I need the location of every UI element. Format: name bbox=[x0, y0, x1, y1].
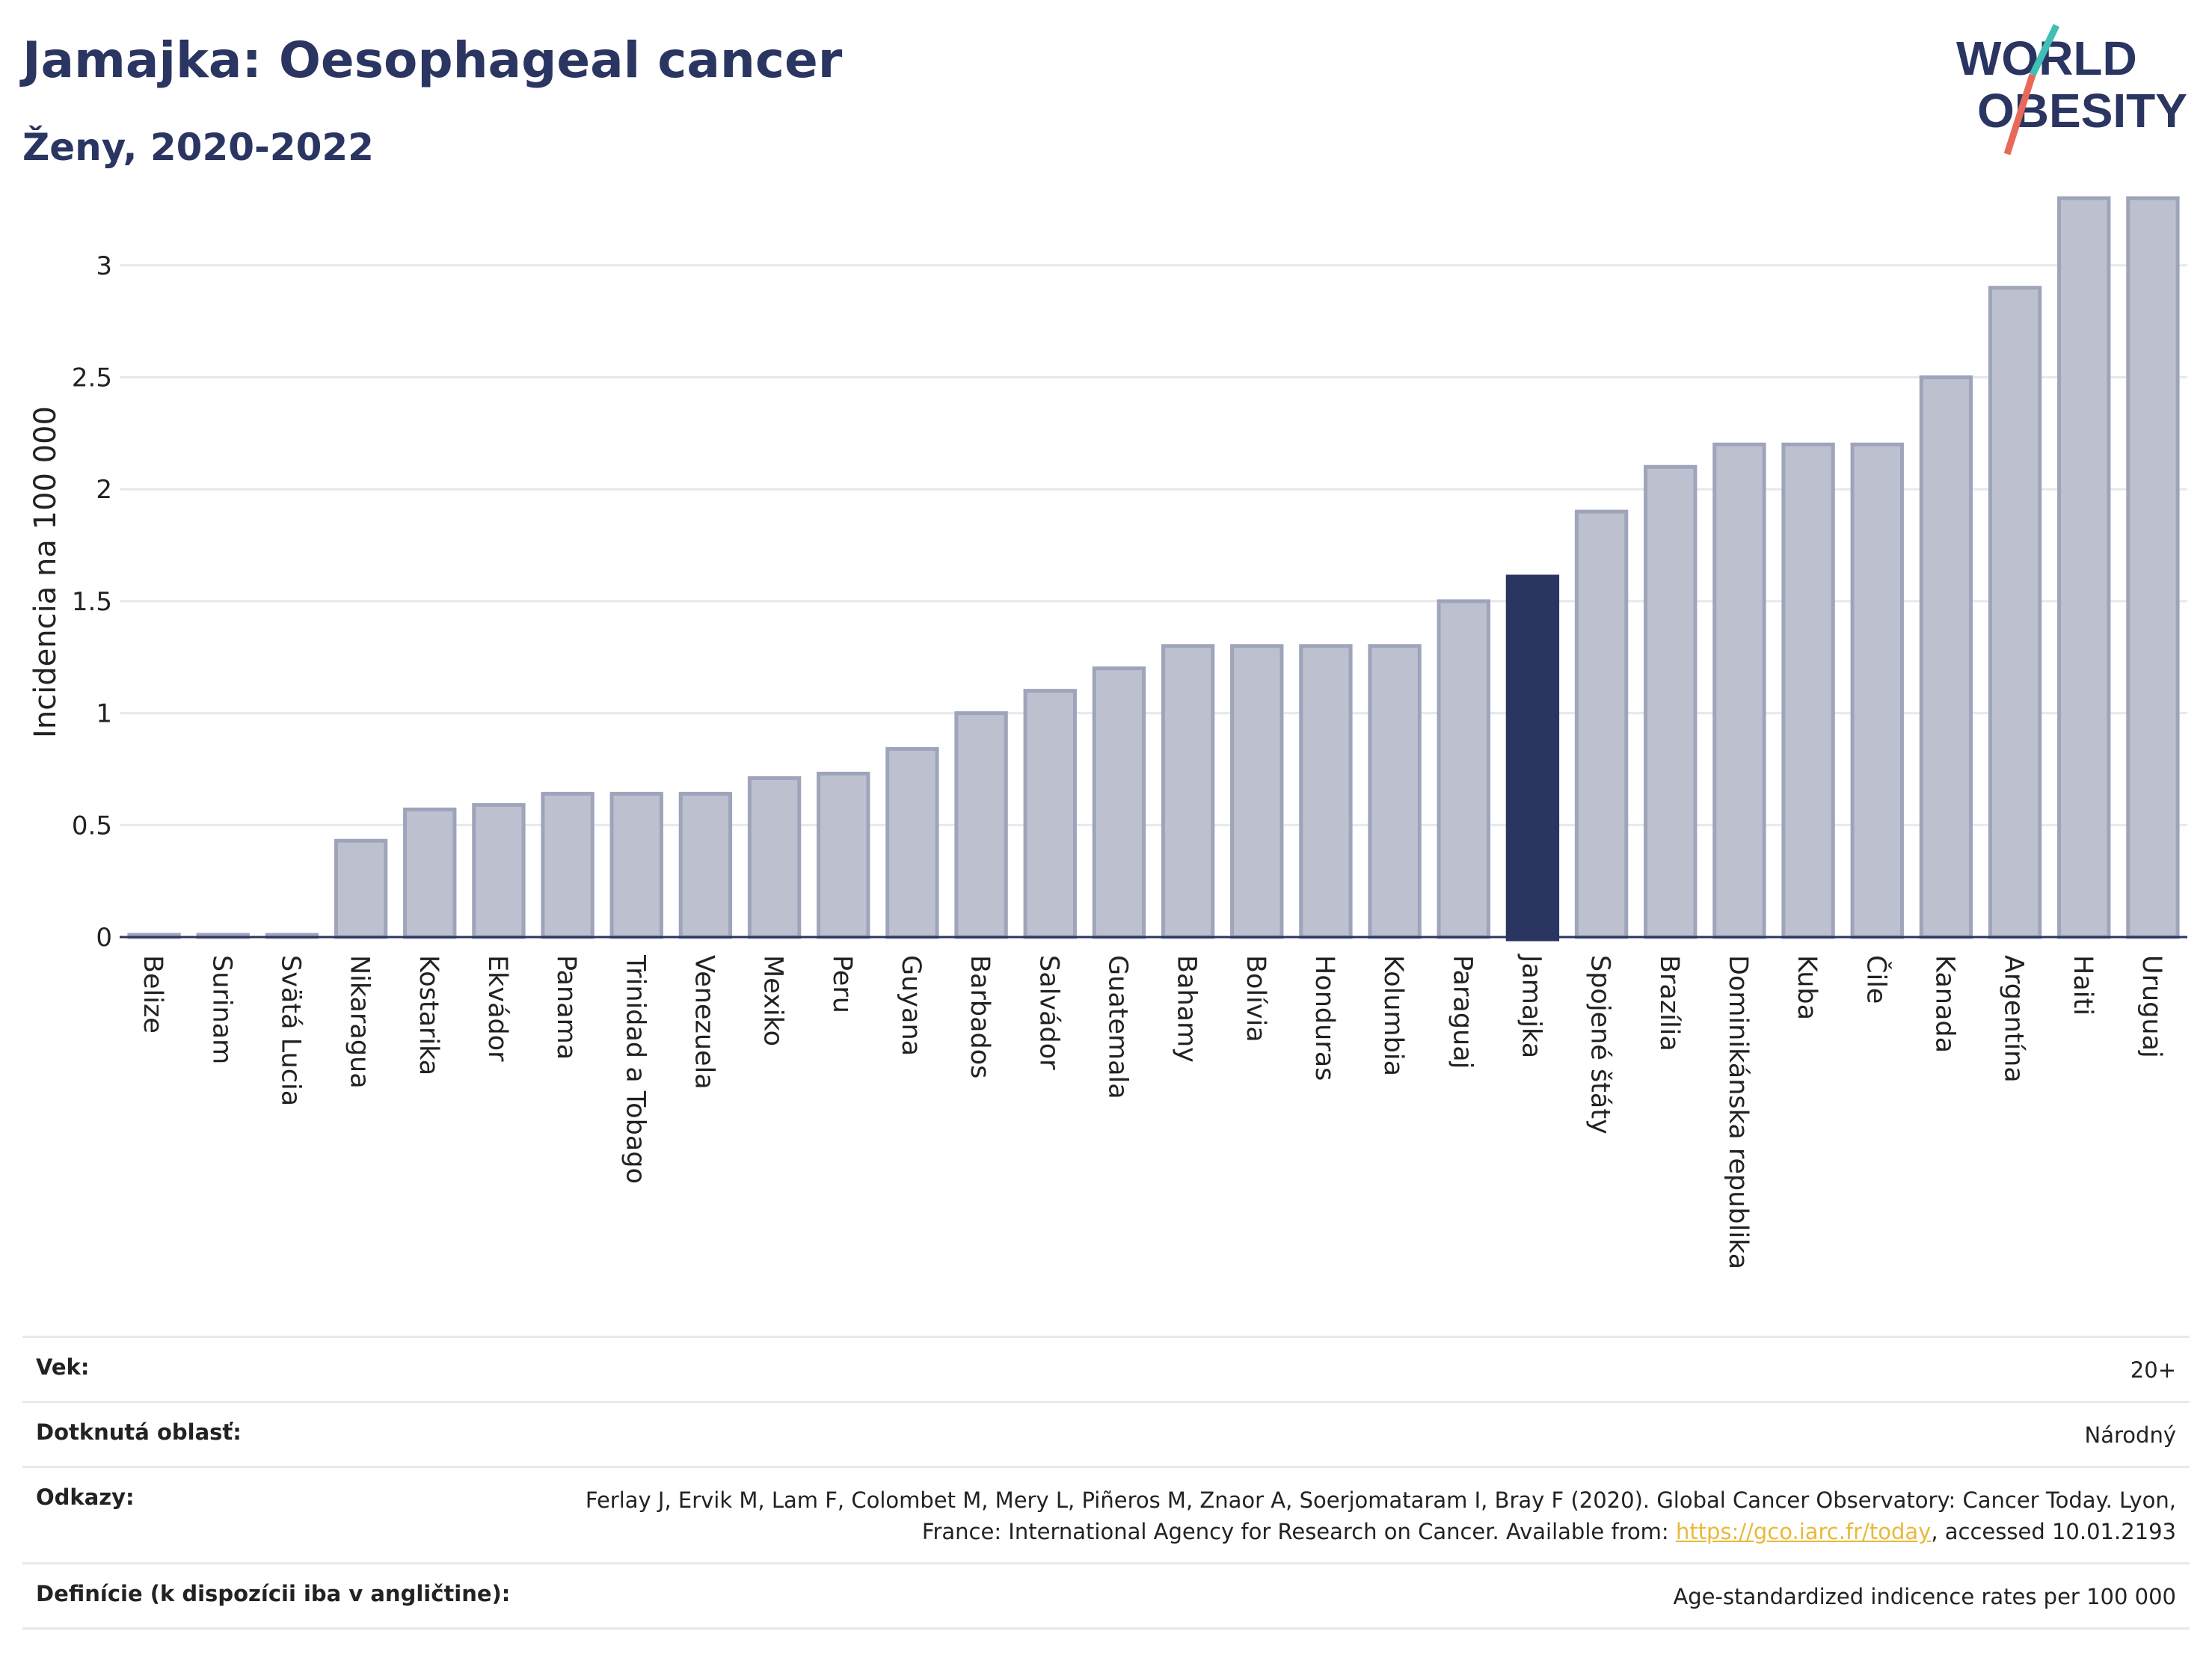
bar-čile bbox=[1850, 442, 1904, 939]
gridlines bbox=[120, 264, 2187, 826]
x-tick-label: Panama bbox=[551, 955, 581, 1060]
bar-ekvádor bbox=[472, 802, 526, 939]
info-value-age: 20+ bbox=[2130, 1357, 2176, 1383]
x-tick-label: Venezuela bbox=[689, 955, 719, 1090]
reference-text: Ferlay J, Ervik M, Lam F, Colombet M, Me… bbox=[585, 1487, 2176, 1545]
bar-mexiko bbox=[747, 776, 802, 939]
x-tick-label: Uruguaj bbox=[2136, 955, 2166, 1058]
y-tick-label: 2.5 bbox=[72, 363, 112, 393]
bar-honduras bbox=[1299, 644, 1353, 939]
chart-title: Jamajka: Oesophageal cancer bbox=[22, 31, 843, 89]
info-label-age: Vek: bbox=[36, 1354, 90, 1380]
bar-jamajka bbox=[1505, 574, 1560, 942]
x-tick-label: Svätá Lucia bbox=[275, 955, 305, 1106]
reference-accessed: , accessed 10.01.2193 bbox=[1931, 1519, 2176, 1545]
chart-subtitle: Ženy, 2020-2022 bbox=[22, 126, 374, 169]
x-tick-label: Barbados bbox=[965, 955, 995, 1078]
bar-haiti bbox=[2057, 196, 2111, 939]
x-tick-label: Guatemala bbox=[1102, 955, 1132, 1099]
bar-kostarika bbox=[403, 807, 457, 939]
x-tick-label: Čile bbox=[1861, 955, 1892, 1004]
bar-venezuela bbox=[678, 791, 733, 939]
bar-kolumbia bbox=[1368, 644, 1422, 939]
reference-link[interactable]: https://gco.iarc.fr/today bbox=[1675, 1519, 1932, 1545]
bar-argentína bbox=[1988, 286, 2042, 939]
y-tick-label: 0 bbox=[96, 923, 112, 953]
world-obesity-logo: WORLD OBESITY bbox=[1956, 24, 2187, 156]
info-row-definitions: Definície (k dispozícii iba v angličtine… bbox=[22, 1562, 2190, 1630]
x-tick-label: Spojené štáty bbox=[1585, 955, 1615, 1134]
bar-salvádor bbox=[1023, 689, 1077, 939]
y-tick-label: 1 bbox=[96, 699, 112, 729]
x-tick-label: Peru bbox=[827, 955, 857, 1013]
info-value-area: Národný bbox=[2084, 1422, 2176, 1449]
x-tick-label: Ekvádor bbox=[482, 955, 512, 1062]
bar-peru bbox=[817, 771, 870, 939]
x-tick-label: Jamajka bbox=[1516, 954, 1546, 1058]
bar-spojené-štáty bbox=[1574, 509, 1629, 939]
x-tick-label: Surinam bbox=[206, 955, 236, 1064]
x-tick-label: Kostarika bbox=[414, 955, 443, 1075]
info-label-references: Odkazy: bbox=[36, 1484, 135, 1511]
info-label-area: Dotknutá oblasť: bbox=[36, 1419, 242, 1446]
bar-dominikánska-republika bbox=[1712, 442, 1766, 939]
bars bbox=[127, 196, 2180, 942]
bar-bolívia bbox=[1230, 644, 1284, 939]
info-row-area: Dotknutá oblasť: Národný bbox=[22, 1401, 2190, 1466]
bar-chart: Incidencia na 100 000 0 0.5 1 1.5 2 2.5 3 Beli… bbox=[28, 196, 2187, 1269]
x-tick-label: Haiti bbox=[2068, 955, 2098, 1016]
x-tick-label: Paraguaj bbox=[1447, 955, 1477, 1069]
x-tick-label: Mexiko bbox=[758, 955, 788, 1046]
bar-kanada bbox=[1919, 375, 1973, 939]
x-tick-label: Argentína bbox=[1999, 955, 2029, 1083]
y-axis-ticks: 0 0.5 1 1.5 2 2.5 3 bbox=[72, 251, 112, 953]
x-tick-label: Guyana bbox=[896, 955, 926, 1056]
bar-barbados bbox=[954, 711, 1008, 939]
bar-nikaragua bbox=[334, 838, 388, 939]
x-tick-label: Bahamy bbox=[1172, 955, 1202, 1063]
x-tick-label: Kolumbia bbox=[1378, 955, 1408, 1076]
x-tick-label: Kanada bbox=[1929, 955, 1959, 1053]
bar-trinidad-a-tobago bbox=[609, 791, 663, 939]
x-tick-label: Salvádor bbox=[1033, 955, 1063, 1070]
info-value-references: Ferlay J, Ervik M, Lam F, Colombet M, Me… bbox=[546, 1484, 2176, 1547]
info-value-definitions: Age-standardized indicence rates per 100… bbox=[1673, 1584, 2176, 1610]
x-tick-label: Nikaragua bbox=[345, 955, 375, 1089]
bar-guyana bbox=[885, 747, 939, 939]
info-label-definitions: Definície (k dispozícii iba v angličtine… bbox=[36, 1581, 511, 1607]
x-axis-labels: Belize Surinam Svätá Lucia Nikaragua Kostari… bbox=[138, 954, 2166, 1269]
info-table: Vek: 20+ Dotknutá oblasť: Národný Odkazy… bbox=[22, 1336, 2190, 1630]
bar-kuba bbox=[1781, 442, 1835, 939]
y-tick-label: 2 bbox=[96, 475, 112, 505]
bar-guatemala bbox=[1092, 666, 1146, 939]
x-tick-label: Kuba bbox=[1792, 955, 1822, 1020]
bar-uruguaj bbox=[2126, 196, 2180, 939]
info-row-references: Odkazy: Ferlay J, Ervik M, Lam F, Colomb… bbox=[22, 1466, 2190, 1562]
info-row-age: Vek: 20+ bbox=[22, 1336, 2190, 1401]
y-tick-label: 1.5 bbox=[72, 587, 112, 617]
x-tick-label: Belize bbox=[138, 955, 168, 1034]
y-tick-label: 0.5 bbox=[72, 811, 112, 841]
logo-slash-bottom bbox=[2003, 73, 2036, 156]
logo-slash-top bbox=[2029, 24, 2060, 76]
x-tick-label: Bolívia bbox=[1241, 955, 1271, 1043]
y-axis-label: Incidencia na 100 000 bbox=[28, 406, 63, 738]
x-tick-label: Honduras bbox=[1309, 955, 1339, 1081]
x-tick-label: Trinidad a Tobago bbox=[620, 954, 650, 1184]
x-tick-label: Brazília bbox=[1654, 955, 1684, 1051]
bar-paraguaj bbox=[1437, 599, 1490, 939]
bar-bahamy bbox=[1161, 644, 1215, 939]
x-tick-label: Dominikánska republika bbox=[1723, 955, 1753, 1269]
y-tick-label: 3 bbox=[96, 251, 112, 281]
bar-panama bbox=[541, 791, 595, 939]
bar-brazília bbox=[1644, 464, 1698, 939]
